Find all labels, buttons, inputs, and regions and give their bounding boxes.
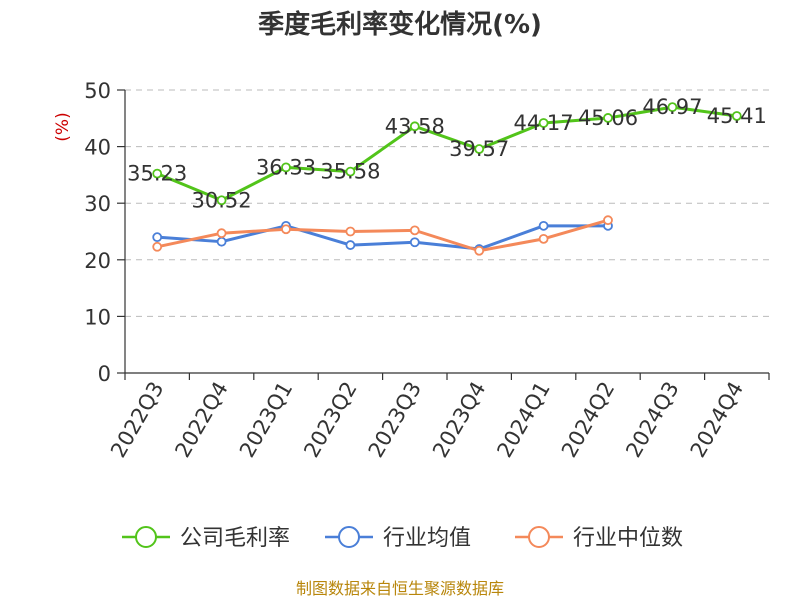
x-tick-label-2023Q2: 2023Q2 [299, 378, 361, 462]
series-line-2 [156, 218, 609, 253]
series-0-point-2022Q4 [216, 195, 227, 206]
legend-marker-1 [338, 526, 360, 548]
x-tick-label-2023Q1: 2023Q1 [235, 378, 297, 462]
legend-label-0: 公司毛利率 [180, 526, 290, 551]
legend: 公司毛利率 行业均值 行业中位数 [122, 526, 683, 551]
chart-title: 季度毛利率变化情况(%) [258, 9, 542, 40]
x-tick-label-2024Q1: 2024Q1 [492, 378, 554, 462]
data-label-2023Q1: 36.33 [256, 155, 316, 179]
x-tick-label-2024Q3: 2024Q3 [621, 378, 683, 462]
series-2-point-2023Q2 [345, 226, 356, 237]
data-label-2023Q4: 39.57 [449, 137, 509, 161]
legend-marker-2 [528, 526, 550, 548]
series-2-point-2023Q1 [281, 224, 291, 235]
x-tick-label-2022Q3: 2022Q3 [106, 378, 168, 462]
series-0-point-2022Q3 [152, 168, 163, 179]
data-label-2024Q3: 46.97 [642, 95, 702, 119]
data-label-2023Q2: 35.58 [320, 160, 380, 184]
grid-lines [125, 89, 769, 317]
data-label-2023Q3: 43.58 [385, 114, 445, 138]
x-tick-label-2024Q4: 2024Q4 [686, 378, 748, 462]
series-0-point-2024Q2 [603, 113, 613, 123]
series-1-point-2022Q3 [152, 232, 163, 243]
data-label-2024Q4: 45.41 [707, 104, 767, 128]
y-tick-label-10: 10 [84, 305, 111, 329]
y-tick-label-30: 30 [84, 192, 111, 216]
y-axis-label: (%) [53, 112, 73, 141]
series-2-point-2023Q4 [474, 245, 485, 256]
y-tick-label-20: 20 [84, 249, 111, 273]
series-0-point-2024Q1 [538, 118, 549, 128]
y-tick-label-0: 0 [98, 362, 111, 386]
series-1-point-2023Q2 [345, 240, 356, 250]
series-2-point-2022Q3 [152, 241, 163, 252]
series-1-point-2023Q3 [409, 237, 420, 248]
series-2-point-2024Q2 [603, 215, 613, 226]
series-0-point-2024Q3 [667, 102, 678, 113]
legend-label-2: 行业中位数 [573, 526, 683, 551]
x-tick-label-2023Q3: 2023Q3 [364, 378, 426, 462]
x-tick-label-2023Q4: 2023Q4 [428, 378, 490, 462]
x-tick-label-2022Q4: 2022Q4 [170, 378, 232, 462]
legend-label-1: 行业均值 [383, 526, 471, 551]
series-lines [152, 102, 742, 256]
series-0-point-2024Q4 [731, 111, 742, 121]
data-label-2024Q1: 44.17 [514, 111, 574, 135]
y-tick-label-50: 50 [84, 79, 111, 103]
series-0-point-2023Q4 [474, 144, 485, 154]
data-label-2022Q4: 30.52 [192, 188, 252, 212]
data-label-2022Q3: 35.23 [127, 162, 187, 186]
series-2-point-2023Q3 [409, 225, 420, 236]
legend-marker-0 [135, 526, 157, 548]
series-0-point-2023Q3 [409, 121, 420, 132]
series-line-1 [157, 224, 608, 251]
series-0-point-2023Q1 [281, 162, 291, 173]
x-tick-label-2024Q2: 2024Q2 [557, 378, 619, 462]
source-note: 制图数据来自恒生聚源数据库 [296, 579, 504, 598]
series-2-point-2022Q4 [216, 228, 227, 239]
series-line-0 [156, 105, 738, 202]
data-label-2024Q2: 45.06 [578, 106, 638, 130]
y-tick-label-40: 40 [84, 136, 111, 160]
series-1-point-2024Q1 [538, 220, 549, 231]
series-0-point-2023Q2 [345, 166, 356, 177]
series-2-point-2024Q1 [538, 233, 549, 244]
series-1-point-2022Q4 [216, 236, 227, 247]
